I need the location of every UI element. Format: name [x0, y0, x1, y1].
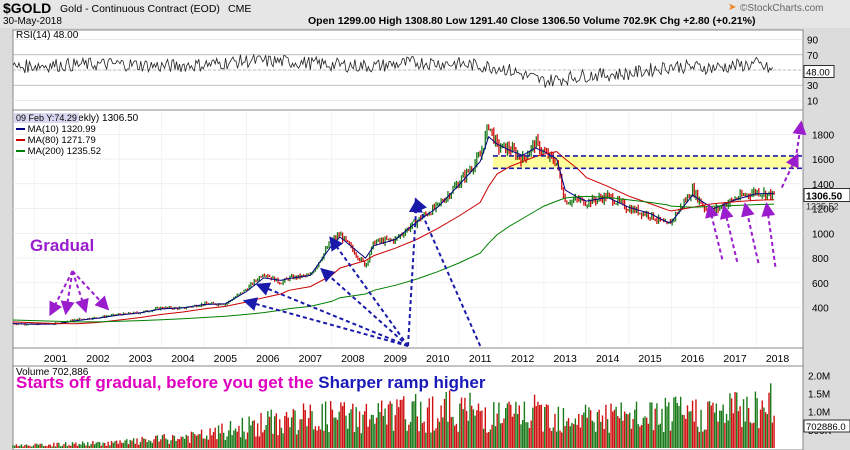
price-tick-label: 1000 [812, 229, 835, 240]
year-tick-label: 2010 [426, 353, 450, 365]
rsi-legend: RSI(14) 48.00 [16, 30, 79, 41]
caption-part-sharper: Sharper ramp higher [318, 373, 486, 392]
breakout-arrow [780, 152, 799, 188]
year-tick-label: 2006 [256, 353, 280, 365]
year-tick-label: 2008 [341, 353, 365, 365]
support-arrow [719, 204, 739, 263]
year-tick-label: 2015 [638, 353, 662, 365]
last-rsi-box [803, 65, 835, 78]
volume-tick-label: 1.0M [808, 408, 830, 419]
year-tick-label: 2011 [469, 353, 492, 365]
quote-summary: Open 1299.00 High 1308.80 Low 1291.40 Cl… [308, 15, 756, 27]
last-price-label: 1306.50 [806, 191, 843, 202]
year-tick-label: 2004 [171, 353, 195, 365]
year-tick-label: 2012 [511, 353, 535, 365]
year-tick-label: 2018 [766, 353, 790, 365]
year-tick-label: 2017 [723, 353, 747, 365]
price-tick-label: 600 [812, 279, 829, 290]
ma80-line [12, 151, 775, 325]
crosshair-tooltip: 09 Feb Y:74.29 [14, 113, 79, 123]
support-arrow [761, 202, 777, 267]
last-rsi-label: 48.00 [806, 68, 830, 79]
rsi-tick-label: 10 [807, 96, 819, 107]
year-tick-label: 2016 [681, 353, 705, 365]
ticker-symbol: $GOLD [3, 0, 52, 16]
contract-name: Gold - Continuous Contract (EOD) [60, 3, 220, 15]
support-arrow [741, 202, 760, 264]
year-tick-label: 2002 [86, 353, 110, 365]
chart-date: 30-May-2018 [3, 16, 62, 27]
year-tick-label: 2007 [299, 353, 323, 365]
chart-header [0, 0, 850, 28]
ma10-line [12, 135, 775, 325]
caption-text: Starts off gradual, before you get the S… [16, 373, 486, 393]
ramp-arrow [407, 198, 423, 347]
last-volume-box [803, 419, 850, 433]
year-tick-label: 2014 [596, 353, 620, 365]
price-tick-label: 400 [812, 304, 829, 315]
exchange-label: CME [228, 3, 252, 15]
rsi-tick-label: 70 [807, 51, 819, 62]
price-tick-label: 1800 [812, 130, 835, 141]
volume-tick-label: 2.0M [808, 371, 830, 382]
ma80-label: MA(80) 1271.79 [27, 135, 96, 146]
rsi-tick-label: 30 [807, 81, 819, 92]
price-tick-label: 1600 [812, 155, 835, 166]
ma10-label: MA(10) 1320.99 [27, 124, 96, 135]
ma10-legend: MA(10) 1320.99 [16, 124, 96, 135]
stockcharts-brand: ©StockCharts.com [740, 3, 824, 14]
caption-part-gradual: Starts off gradual, before you get the [16, 373, 314, 392]
support-arrow [705, 203, 724, 260]
ramp-arrow [255, 282, 409, 347]
ma200-swatch [16, 150, 25, 153]
last-volume-label: 702886.0 [806, 422, 846, 433]
year-tick-label: 2001 [44, 353, 68, 365]
ma200-label: MA(200) 1235.52 [27, 146, 102, 157]
price-tick-label: 1400 [812, 180, 835, 191]
ramp-arrow [329, 236, 409, 347]
arrow-icon: ➤ [728, 2, 737, 13]
ramp-arrow [414, 197, 482, 347]
year-tick-label: 2005 [214, 353, 238, 365]
rsi-line [12, 53, 773, 88]
gradual-arrow [71, 270, 110, 311]
ma200-value-label: 1235.52 [806, 201, 839, 211]
last-price-box [803, 188, 850, 202]
gradual-annotation: Gradual [30, 236, 95, 255]
volume-tick-label: 1.5M [808, 389, 830, 400]
price-tick-label: 800 [812, 254, 829, 265]
year-tick-label: 2009 [384, 353, 408, 365]
ma200-line [12, 195, 775, 323]
ma10-swatch [16, 128, 25, 131]
resistance-band [492, 155, 799, 169]
price-tick-label: 1200 [812, 205, 835, 216]
rsi-tick-label: 90 [807, 36, 819, 47]
ramp-arrow [320, 267, 409, 347]
ma200-legend: MA(200) 1235.52 [16, 146, 101, 157]
volume-legend: Volume 702,886 [16, 367, 89, 378]
year-tick-label: 2013 [553, 353, 577, 365]
target-arrow [792, 120, 807, 154]
year-tick-label: 2003 [129, 353, 153, 365]
ma80-legend: MA(80) 1271.79 [16, 135, 96, 146]
volume-panel [12, 365, 804, 450]
gradual-arrow [49, 270, 74, 317]
price-legend-title: (Weekly) 1306.50 [60, 113, 139, 124]
ma80-swatch [16, 139, 25, 142]
